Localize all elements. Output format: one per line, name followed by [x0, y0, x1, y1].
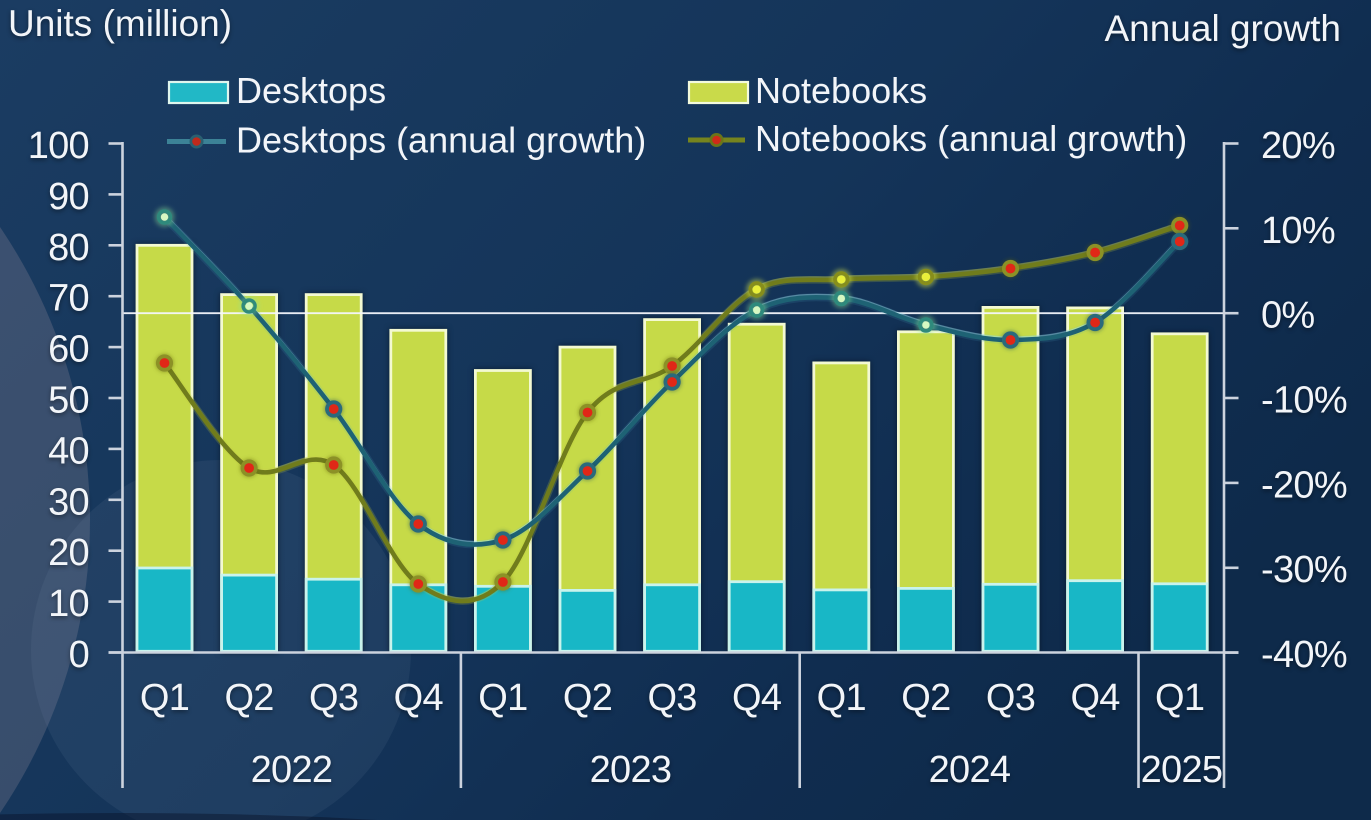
- svg-text:20%: 20%: [1261, 125, 1335, 167]
- svg-text:Annual growth: Annual growth: [1104, 8, 1341, 49]
- svg-text:Notebooks: Notebooks: [755, 70, 927, 111]
- svg-text:Q1: Q1: [817, 677, 866, 719]
- svg-text:2022: 2022: [251, 749, 333, 791]
- svg-text:40: 40: [48, 430, 89, 472]
- svg-text:Q3: Q3: [986, 677, 1035, 719]
- svg-text:2023: 2023: [590, 749, 672, 791]
- svg-text:Q1: Q1: [140, 677, 189, 719]
- svg-text:-40%: -40%: [1261, 634, 1347, 676]
- svg-text:-10%: -10%: [1261, 380, 1347, 422]
- svg-text:2025: 2025: [1141, 749, 1223, 791]
- svg-text:30: 30: [48, 481, 89, 523]
- svg-text:20: 20: [48, 532, 89, 574]
- svg-text:Q2: Q2: [224, 677, 273, 719]
- svg-text:Q4: Q4: [1070, 677, 1120, 719]
- svg-text:2024: 2024: [929, 749, 1011, 791]
- svg-text:Q3: Q3: [309, 677, 358, 719]
- svg-text:Desktops: Desktops: [236, 70, 386, 111]
- svg-text:Q4: Q4: [732, 677, 782, 719]
- svg-text:Desktops (annual growth): Desktops (annual growth): [236, 120, 646, 161]
- svg-text:Q2: Q2: [563, 677, 612, 719]
- svg-text:10: 10: [48, 583, 89, 625]
- svg-text:Q1: Q1: [1155, 677, 1204, 719]
- svg-text:-30%: -30%: [1261, 549, 1347, 591]
- svg-text:-20%: -20%: [1261, 464, 1347, 506]
- svg-text:70: 70: [48, 278, 89, 320]
- svg-text:Q2: Q2: [901, 677, 950, 719]
- svg-text:10%: 10%: [1261, 210, 1335, 252]
- svg-text:0%: 0%: [1261, 295, 1315, 337]
- svg-text:Q3: Q3: [647, 677, 696, 719]
- svg-text:0: 0: [69, 634, 89, 676]
- svg-text:50: 50: [48, 380, 89, 422]
- svg-text:60: 60: [48, 329, 89, 371]
- svg-text:Q4: Q4: [394, 677, 444, 719]
- svg-text:100: 100: [28, 125, 89, 167]
- svg-text:80: 80: [48, 227, 89, 269]
- svg-text:90: 90: [48, 176, 89, 218]
- svg-text:Q1: Q1: [478, 677, 527, 719]
- svg-text:Units (million): Units (million): [8, 3, 232, 44]
- svg-text:Notebooks (annual growth): Notebooks (annual growth): [755, 118, 1187, 159]
